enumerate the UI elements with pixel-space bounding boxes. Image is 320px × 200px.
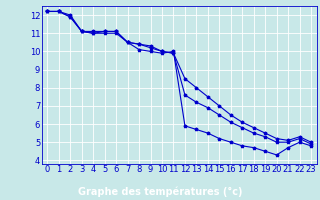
Text: Graphe des températures (°c): Graphe des températures (°c) [78, 186, 242, 197]
